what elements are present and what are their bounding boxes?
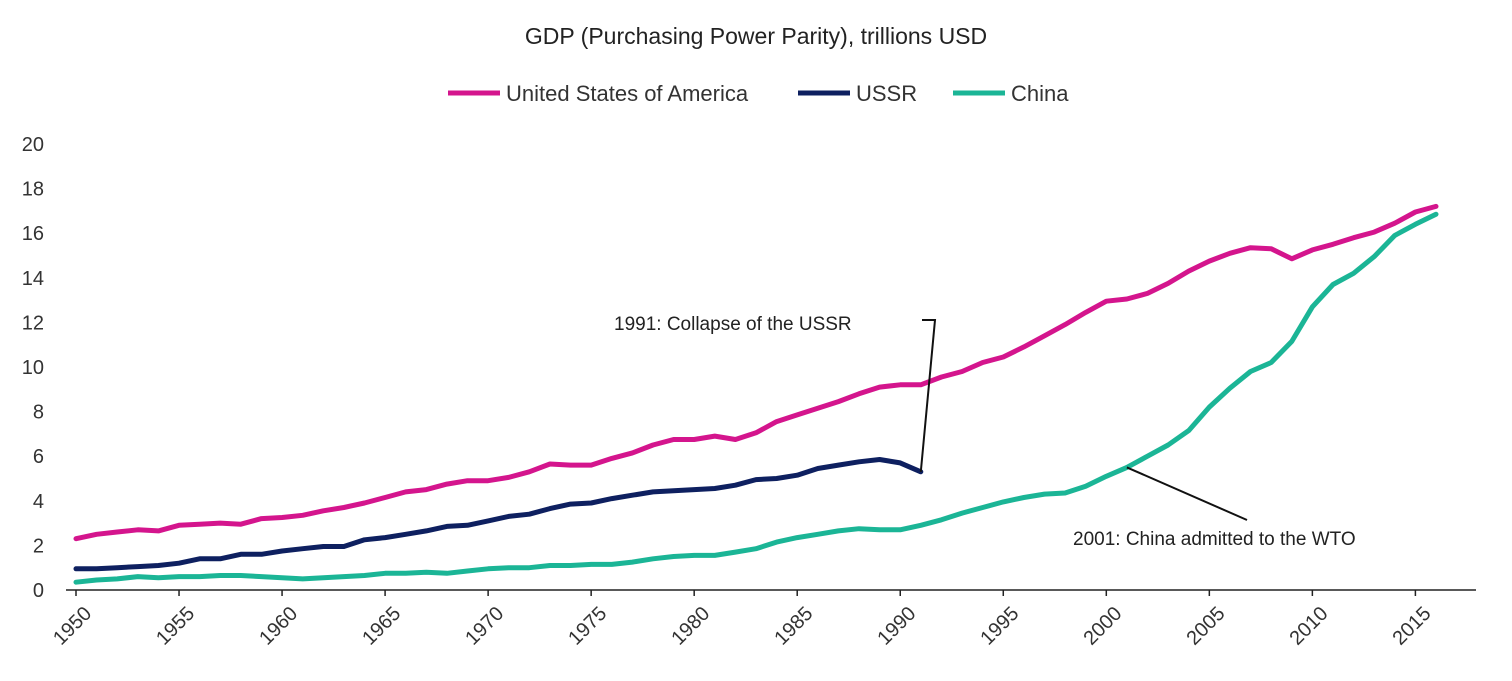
legend-item-usa: United States of America	[448, 81, 749, 106]
y-tick-label: 16	[22, 223, 44, 245]
x-axis: 1950 1955 1960 1965 1970 1975 1980 1985 1990 1995…	[49, 589, 1476, 650]
x-tick-label: 1965	[358, 603, 405, 650]
y-tick-label: 0	[33, 580, 44, 602]
legend-label-china: China	[1011, 81, 1069, 106]
x-tick-label: 2000	[1079, 603, 1126, 650]
y-tick-label: 12	[22, 312, 44, 334]
y-tick-label: 14	[22, 268, 44, 290]
x-tick-label: 1955	[152, 603, 199, 650]
y-tick-label: 20	[22, 134, 44, 156]
plot-series	[73, 203, 1439, 585]
x-tick-label: 1995	[976, 603, 1023, 650]
annotation-china-wto: 2001: China admitted to the WTO	[1073, 466, 1356, 550]
y-axis: 0 2 4 6 8 10 12 14 16 18 20	[22, 134, 44, 602]
legend-item-ussr: USSR	[798, 81, 917, 106]
chart-title: GDP (Purchasing Power Parity), trillions…	[525, 23, 987, 49]
legend-label-usa: United States of America	[506, 81, 749, 106]
annotations: 1991: Collapse of the USSR 2001: China a…	[614, 314, 1356, 550]
x-tick-label: 1950	[49, 603, 96, 650]
y-tick-label: 6	[33, 446, 44, 468]
y-tick-label: 4	[33, 491, 44, 513]
legend-item-china: China	[953, 81, 1069, 106]
x-tick-label: 1960	[255, 603, 302, 650]
x-tick-label: 2010	[1285, 603, 1332, 650]
annotation-ussr-collapse: 1991: Collapse of the USSR	[614, 314, 937, 472]
annotation-ussr-collapse-text: 1991: Collapse of the USSR	[614, 314, 852, 335]
x-tick-label: 2005	[1182, 603, 1229, 650]
annotation-china-wto-leader	[1126, 466, 1248, 521]
x-tick-label: 1990	[873, 603, 920, 650]
x-tick-label: 1970	[461, 603, 508, 650]
legend: United States of America USSR China	[448, 81, 1069, 106]
y-tick-label: 8	[33, 402, 44, 424]
annotation-china-wto-text: 2001: China admitted to the WTO	[1073, 529, 1356, 550]
y-tick-label: 18	[22, 179, 44, 201]
series-line-usa	[73, 203, 1439, 542]
annotation-ussr-collapse-leader	[919, 319, 937, 472]
y-tick-label: 2	[33, 535, 44, 557]
y-tick-label: 10	[22, 357, 44, 379]
x-tick-label: 1985	[770, 603, 817, 650]
x-tick-label: 1980	[667, 603, 714, 650]
series-line-china	[73, 211, 1439, 585]
x-tick-label: 2015	[1389, 603, 1436, 650]
x-tick-label: 1975	[564, 603, 611, 650]
series-line-ussr	[73, 457, 924, 572]
legend-label-ussr: USSR	[856, 81, 917, 106]
